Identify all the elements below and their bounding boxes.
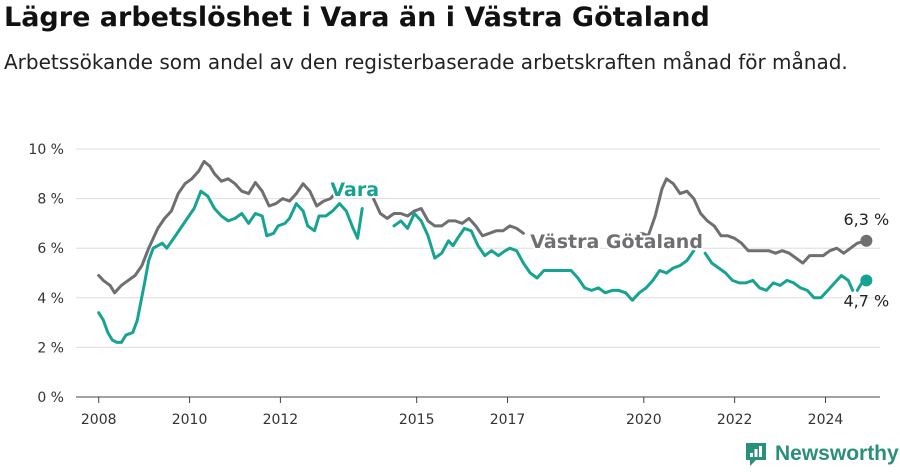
y-tick-label: 8 % bbox=[37, 192, 64, 208]
newsworthy-logo: Newsworthy bbox=[744, 441, 899, 467]
end-value-label-vastra-gotaland: 6,3 % bbox=[844, 210, 890, 229]
series-line-v-stra-g-taland bbox=[97, 159, 868, 295]
series-line-vara bbox=[97, 189, 868, 344]
x-tick-label: 2020 bbox=[626, 412, 662, 428]
y-tick-label: 2 % bbox=[37, 340, 64, 356]
series-end-point-vara bbox=[860, 274, 873, 287]
x-tick-label: 2022 bbox=[717, 412, 753, 428]
chart-title: Lägre arbetslöshet i Vara än i Västra Gö… bbox=[4, 2, 710, 33]
x-tick-label: 2015 bbox=[399, 412, 435, 428]
x-tick-label: 2017 bbox=[490, 412, 526, 428]
chart-subtitle: Arbetssökande som andel av den registerb… bbox=[4, 50, 848, 74]
series-end-point-v-stra-g-taland bbox=[860, 234, 873, 247]
x-tick-label: 2012 bbox=[263, 412, 299, 428]
brand-name: Newsworthy bbox=[775, 442, 899, 465]
x-tick-label: 2010 bbox=[172, 412, 208, 428]
x-tick-label: 2024 bbox=[808, 412, 844, 428]
y-tick-label: 6 % bbox=[37, 241, 64, 257]
y-tick-label: 0 % bbox=[37, 390, 64, 406]
newsworthy-logo-icon bbox=[746, 443, 766, 466]
series-label-vastra-gotaland: Västra Götaland bbox=[530, 231, 703, 253]
x-tick-label: 2008 bbox=[81, 412, 117, 428]
end-value-label-vara: 4,7 % bbox=[844, 291, 890, 310]
series-label-vara: Vara bbox=[330, 179, 379, 201]
y-tick-label: 10 % bbox=[28, 142, 64, 158]
y-tick-label: 4 % bbox=[37, 291, 64, 307]
